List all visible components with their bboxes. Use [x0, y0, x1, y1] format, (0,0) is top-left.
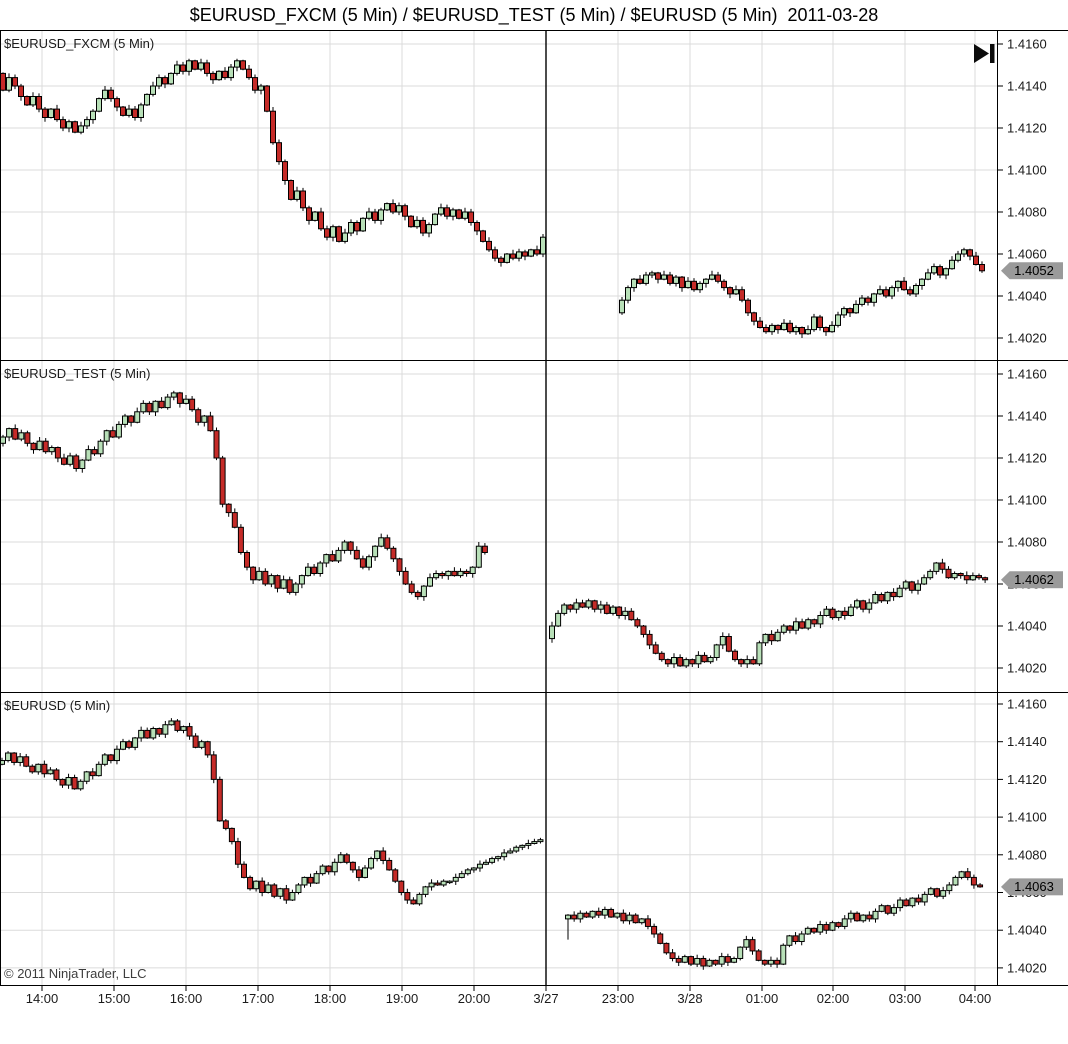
x-tick-label: 18:00 [314, 991, 347, 1006]
candle-session-2-0 [0, 718, 544, 906]
candle-session-0-0 [0, 58, 546, 267]
last-price-badge-eurusd: 1.4063 [1001, 878, 1063, 896]
y-tick-label: 1.4160 [1007, 37, 1047, 52]
last-price-badge-test: 1.4062 [1001, 571, 1063, 589]
y-tick-label: 1.4160 [1007, 697, 1047, 712]
copyright: © 2011 NinjaTrader, LLC [4, 966, 147, 981]
y-tick-label: 1.4140 [1007, 734, 1047, 749]
candles [0, 58, 989, 970]
x-axis[interactable]: 14:00 15:00 16:00 17:00 18:00 19:00 20:00 3/27 2… [26, 985, 992, 1006]
y-tick-label: 1.4020 [1007, 661, 1047, 676]
y-tick-label: 1.4060 [1007, 247, 1047, 262]
x-tick-label: 14:00 [26, 991, 59, 1006]
gridlines [0, 30, 997, 985]
y-tick-label: 1.4020 [1007, 960, 1047, 975]
y-axis[interactable]: 1.4160 1.4140 1.4120 1.4100 1.4080 1.4060 1.40… [997, 37, 1047, 976]
y-tick-label: 1.4080 [1007, 205, 1047, 220]
y-tick-label: 1.4040 [1007, 923, 1047, 938]
candle-session-0-1 [619, 247, 985, 338]
x-tick-label: 19:00 [386, 991, 419, 1006]
y-tick-label: 1.4020 [1007, 331, 1047, 346]
y-tick-label: 1.4100 [1007, 163, 1047, 178]
x-tick-label: 15:00 [98, 991, 131, 1006]
x-tick-label: 23:00 [602, 991, 635, 1006]
y-tick-label: 1.4160 [1007, 367, 1047, 382]
y-tick-label: 1.4040 [1007, 619, 1047, 634]
x-tick-label: 17:00 [242, 991, 275, 1006]
panel-label-eurusd-test: $EURUSD_TEST (5 Min) [4, 366, 151, 381]
y-tick-label: 1.4120 [1007, 772, 1047, 787]
chart-title: $EURUSD_FXCM (5 Min) / $EURUSD_TEST (5 M… [189, 5, 879, 25]
y-tick-label: 1.4100 [1007, 810, 1047, 825]
x-tick-label: 03:00 [889, 991, 922, 1006]
x-tick-label: 02:00 [817, 991, 850, 1006]
candle-session-1-1 [549, 558, 989, 668]
y-tick-label: 1.4140 [1007, 409, 1047, 424]
x-tick-label: 3/28 [677, 991, 702, 1006]
last-price-badge-fxcm: 1.4052 [1001, 262, 1063, 280]
y-tick-label: 1.4140 [1007, 79, 1047, 94]
panel-label-eurusd: $EURUSD (5 Min) [4, 698, 111, 713]
y-tick-label: 1.4080 [1007, 535, 1047, 550]
candle-session-1-0 [0, 390, 488, 601]
x-tick-label: 3/27 [533, 991, 558, 1006]
y-tick-label: 1.4100 [1007, 493, 1047, 508]
chart-frame [0, 30, 1068, 986]
x-tick-label: 04:00 [959, 991, 992, 1006]
y-tick-label: 1.4080 [1007, 847, 1047, 862]
panel-label-eurusd-fxcm: $EURUSD_FXCM (5 Min) [4, 36, 155, 51]
x-tick-label: 16:00 [170, 991, 203, 1006]
x-tick-label: 01:00 [746, 991, 779, 1006]
y-tick-label: 1.4120 [1007, 451, 1047, 466]
y-tick-label: 1.4040 [1007, 289, 1047, 304]
skip-to-end-icon[interactable] [971, 41, 997, 67]
candle-session-2-1 [565, 867, 984, 970]
x-tick-label: 20:00 [458, 991, 491, 1006]
y-tick-label: 1.4120 [1007, 121, 1047, 136]
